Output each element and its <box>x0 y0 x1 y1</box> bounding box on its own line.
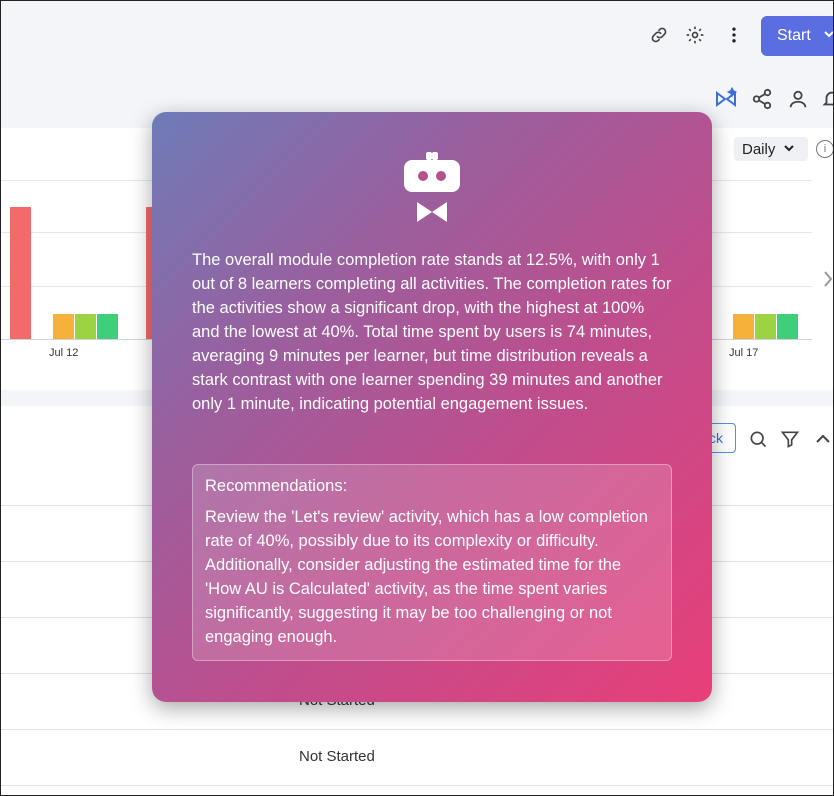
user-icon[interactable] <box>786 87 810 111</box>
search-icon[interactable] <box>747 428 769 450</box>
filter-icon[interactable] <box>779 428 801 450</box>
chart-bar <box>777 314 798 339</box>
status-cell: Not Started <box>299 748 375 765</box>
ai-summary-text: The overall module completion rate stand… <box>192 251 672 413</box>
chevron-up-icon[interactable] <box>812 428 834 450</box>
chart-bar <box>146 207 156 339</box>
gear-icon[interactable] <box>684 24 706 46</box>
chart-bar <box>97 314 118 339</box>
more-vertical-icon[interactable] <box>723 24 745 46</box>
start-button-label: Start <box>777 27 811 44</box>
chart-bar <box>755 314 776 339</box>
ai-sparkle-icon[interactable] <box>714 87 738 111</box>
bell-icon[interactable] <box>820 87 834 111</box>
chart-tick-label: Jul 17 <box>729 347 759 359</box>
info-icon[interactable]: i <box>816 140 834 158</box>
chart-bar <box>733 314 754 339</box>
ai-insights-panel: The overall module completion rate stand… <box>152 112 712 702</box>
top-bar <box>0 0 834 68</box>
recommendations-title: Recommendations: <box>205 477 348 495</box>
recommendations-box: Recommendations: Review the 'Let's revie… <box>192 464 672 661</box>
share-icon[interactable] <box>750 87 774 111</box>
chevron-right-icon[interactable] <box>822 270 834 293</box>
chart-bar <box>53 314 74 339</box>
recommendations-text: Review the 'Let's review' activity, whic… <box>205 508 648 646</box>
chart-bar <box>10 207 31 339</box>
period-select[interactable]: Daily <box>734 137 808 161</box>
start-button[interactable]: Start <box>761 16 834 56</box>
chart-bar <box>75 314 96 339</box>
chevron-down-icon <box>783 141 795 158</box>
period-select-value: Daily <box>742 140 776 158</box>
table-row-divider <box>0 729 834 730</box>
link-icon[interactable] <box>648 24 670 46</box>
robot-icon <box>402 152 462 224</box>
chart-tick-label: Jul 12 <box>49 347 79 359</box>
chevron-down-icon <box>823 27 834 45</box>
table-row-divider <box>0 785 834 786</box>
